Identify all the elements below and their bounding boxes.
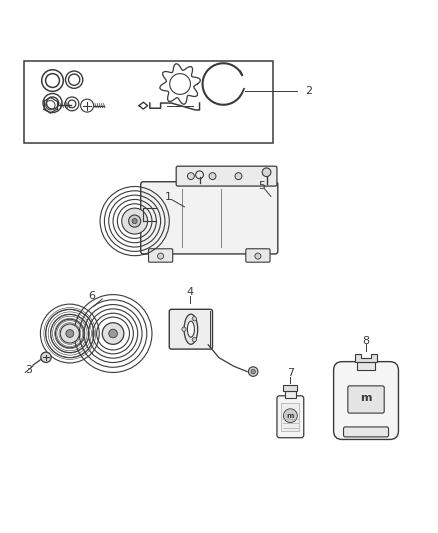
Ellipse shape: [187, 321, 194, 337]
Text: m: m: [286, 413, 294, 419]
Bar: [285, 391, 296, 398]
Circle shape: [182, 327, 186, 332]
Circle shape: [235, 173, 242, 180]
Circle shape: [132, 219, 137, 224]
Circle shape: [209, 173, 216, 180]
FancyBboxPatch shape: [141, 182, 278, 254]
Circle shape: [102, 322, 124, 344]
Bar: [283, 385, 297, 391]
Circle shape: [66, 329, 74, 337]
Circle shape: [255, 253, 261, 259]
Ellipse shape: [184, 314, 198, 344]
Text: 5: 5: [258, 181, 265, 191]
Text: 6: 6: [88, 291, 95, 301]
Circle shape: [251, 369, 255, 374]
Text: 4: 4: [186, 287, 193, 297]
FancyBboxPatch shape: [348, 386, 384, 413]
FancyBboxPatch shape: [148, 249, 173, 262]
Text: 7: 7: [287, 368, 294, 378]
Circle shape: [192, 337, 197, 342]
Circle shape: [283, 409, 297, 423]
Text: 3: 3: [25, 365, 32, 375]
Circle shape: [248, 367, 258, 376]
Circle shape: [262, 168, 271, 176]
Text: 1: 1: [165, 192, 171, 203]
Circle shape: [41, 352, 51, 362]
Circle shape: [129, 215, 141, 227]
Polygon shape: [355, 354, 377, 361]
FancyBboxPatch shape: [334, 361, 399, 440]
Circle shape: [60, 324, 79, 343]
Circle shape: [122, 208, 148, 234]
Circle shape: [109, 329, 117, 338]
Circle shape: [192, 317, 197, 321]
Circle shape: [158, 253, 164, 259]
Text: 2: 2: [305, 86, 313, 96]
FancyBboxPatch shape: [176, 166, 277, 186]
Bar: [281, 403, 300, 431]
Text: 8: 8: [363, 336, 370, 346]
Bar: [357, 361, 374, 370]
Bar: [25, 61, 273, 143]
Text: m: m: [360, 393, 372, 403]
Circle shape: [187, 173, 194, 180]
FancyBboxPatch shape: [277, 396, 304, 438]
FancyBboxPatch shape: [343, 427, 389, 437]
FancyBboxPatch shape: [169, 309, 212, 349]
FancyBboxPatch shape: [246, 249, 270, 262]
